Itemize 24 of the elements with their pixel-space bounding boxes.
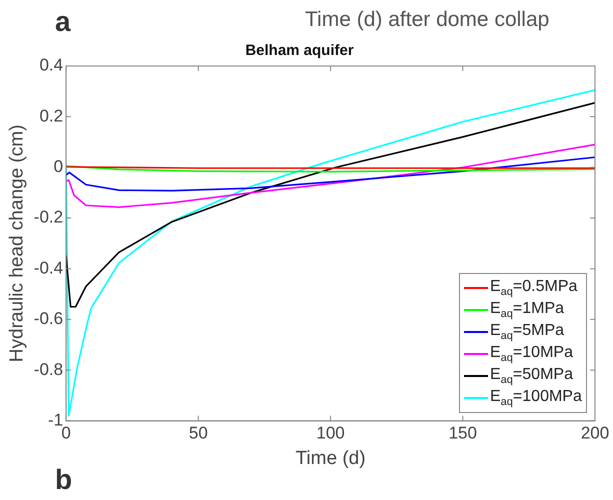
legend-label: E$_{aq}$=100MPa: [490, 388, 582, 408]
text: Time (d) after dome collap: [305, 8, 550, 32]
text: b: [55, 464, 72, 496]
x-axis-title: Time (d): [296, 448, 366, 469]
y-tick-label: -0.4: [34, 258, 64, 278]
y-tick-label: 0: [54, 157, 64, 176]
y-tick-label: -1: [48, 410, 64, 430]
y-tick-label: 0.4: [39, 56, 64, 75]
legend-label: E$_{aq}$=1MPa: [490, 300, 564, 320]
y-tick-label: -0.8: [34, 360, 64, 379]
y-tick-label: -0.6: [34, 309, 64, 328]
legend-label: E$_{aq}$=0.5MPa: [490, 278, 578, 298]
legend-label: E$_{aq}$=50MPa: [490, 366, 573, 386]
y-tick-label: 0.2: [39, 106, 64, 126]
y-axis-title: Hydraulic head change (cm): [6, 124, 28, 362]
y-tick-label: -0.2: [34, 208, 64, 227]
x-tick-label: 150: [448, 424, 477, 443]
x-tick-label: 100: [316, 424, 345, 443]
x-tick-label: 50: [188, 424, 208, 443]
text: a: [55, 6, 71, 38]
chart-title: Belham aquifer: [245, 42, 354, 60]
legend-label: E$_{aq}$=5MPa: [490, 322, 564, 342]
legend-label: E$_{aq}$=10MPa: [490, 344, 573, 364]
x-tick-label: 200: [580, 424, 610, 443]
